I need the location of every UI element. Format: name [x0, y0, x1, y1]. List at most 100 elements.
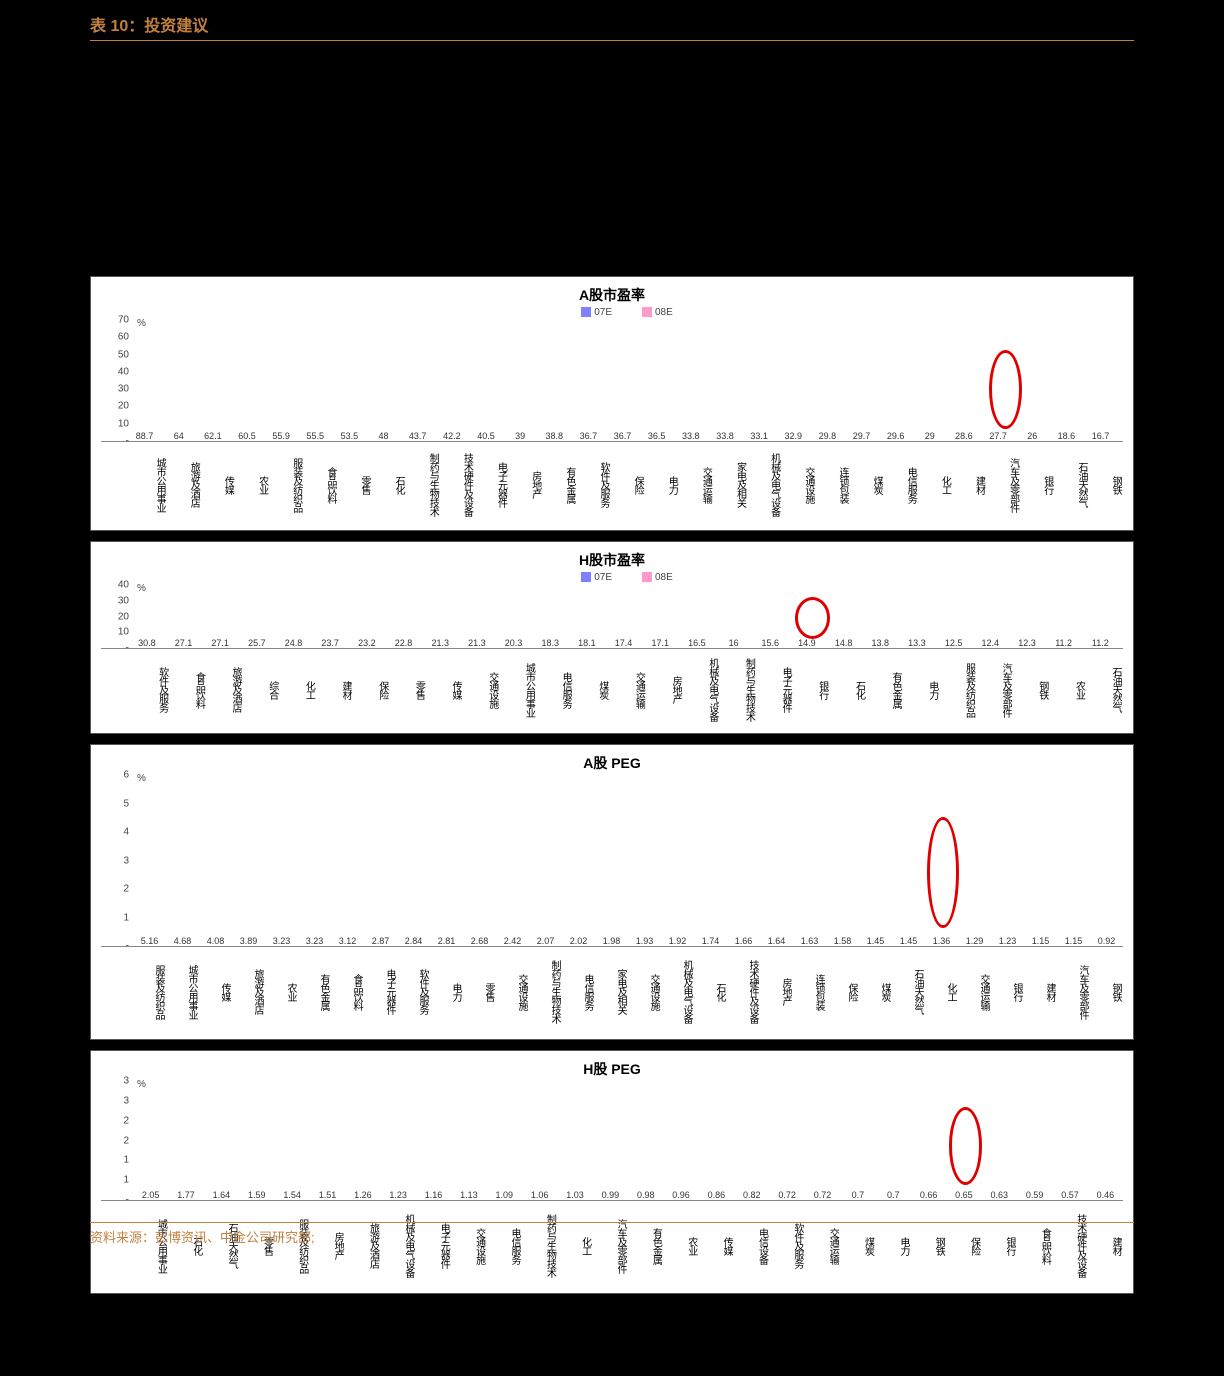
bar-value-label: 1.36 [933, 936, 951, 946]
y-tick: - [126, 436, 129, 447]
x-label: 旅游及酒店 [232, 947, 265, 1033]
bar-value-label: 20.3 [505, 638, 523, 648]
y-tick: 20 [118, 401, 129, 412]
unit-label: % [137, 773, 146, 784]
bar-value-label: 1.03 [566, 1190, 584, 1200]
y-tick: 3 [123, 855, 129, 866]
bar-value-label: 38.8 [545, 431, 563, 441]
y-tick: 3 [123, 1076, 129, 1087]
bar-value-label: 60.5 [238, 431, 256, 441]
x-label: 钢铁 [1013, 649, 1050, 727]
x-label: 有色金属 [866, 649, 903, 727]
bar-value-label: 1.64 [213, 1190, 231, 1200]
legend-swatch-07e [581, 572, 591, 582]
bar-value-label: 29.6 [887, 431, 905, 441]
plot-area: %-1020304050607088.76462.160.555.955.553… [101, 320, 1123, 442]
x-label: 交通设施 [782, 442, 816, 524]
x-label: 服装及纺织品 [270, 442, 304, 524]
bar-value-label: 17.4 [615, 638, 633, 648]
x-label: 银行 [991, 947, 1024, 1033]
bar-value-label: 1.77 [177, 1190, 195, 1200]
bar-value-label: 1.92 [669, 936, 687, 946]
x-label: 钢铁 [1089, 442, 1123, 524]
bar-value-label: 1.63 [801, 936, 819, 946]
bar-value-label: 14.9 [798, 638, 816, 648]
bar-value-label: 29.8 [819, 431, 837, 441]
bar-value-label: 27.1 [211, 638, 229, 648]
bar-value-label: 36.7 [580, 431, 598, 441]
x-label: 零售 [463, 947, 496, 1033]
x-label: 房地产 [646, 649, 683, 727]
legend-label-08e: 08E [655, 572, 673, 583]
bar-value-label: 1.16 [425, 1190, 443, 1200]
bar-value-label: 23.2 [358, 638, 376, 648]
bar-value-label: 0.7 [852, 1190, 865, 1200]
legend-label-07e: 07E [594, 307, 612, 318]
bar-value-label: 5.16 [141, 936, 159, 946]
bar-value-label: 3.89 [240, 936, 258, 946]
x-label: 银行 [1021, 442, 1055, 524]
legend-swatch-08e [642, 307, 652, 317]
bar-value-label: 21.3 [468, 638, 486, 648]
bar-value-label: 1.23 [999, 936, 1017, 946]
bar-value-label: 1.59 [248, 1190, 266, 1200]
bar-value-label: 32.9 [784, 431, 802, 441]
legend-label-07e: 07E [594, 572, 612, 583]
charts-container: A股市盈率07E08E%-1020304050607088.76462.160.… [90, 276, 1134, 1304]
bar-value-label: 1.58 [834, 936, 852, 946]
bar-value-label: 1.66 [735, 936, 753, 946]
x-label: 旅游及酒店 [206, 649, 243, 727]
x-label: 传媒 [426, 649, 463, 727]
bar-value-label: 1.29 [966, 936, 984, 946]
legend-label-08e: 08E [655, 307, 673, 318]
bar-value-label: 33.1 [750, 431, 768, 441]
x-label: 电力 [903, 649, 940, 727]
bar-value-label: 0.92 [1098, 936, 1116, 946]
x-label: 电子元器件 [474, 442, 508, 524]
bar-value-label: 1.15 [1065, 936, 1083, 946]
x-label: 石油天然气 [1086, 649, 1123, 727]
x-label: 建材 [316, 649, 353, 727]
bar-value-label: 18.3 [541, 638, 559, 648]
y-axis: -10203040 [101, 585, 131, 648]
bar-value-label: 0.7 [887, 1190, 900, 1200]
unit-label: % [137, 1079, 146, 1090]
x-label: 综合 [243, 649, 280, 727]
bar-value-label: 3.23 [306, 936, 324, 946]
bar-value-label: 12.4 [982, 638, 1000, 648]
plot-area: %-1234565.164.684.083.893.233.233.122.87… [101, 775, 1123, 947]
x-label: 交通运输 [958, 947, 991, 1033]
y-tick: 70 [118, 315, 129, 326]
x-label: 化工 [925, 947, 958, 1033]
table-header: 表 10：投资建议 [90, 12, 1134, 41]
source-text: 资料来源：彭博资讯、中金公司研究部; [90, 1227, 1134, 1246]
bar-value-label: 16.7 [1092, 431, 1110, 441]
bar-value-label: 0.98 [637, 1190, 655, 1200]
bar-value-label: 39 [515, 431, 525, 441]
bar-value-label: 27.7 [989, 431, 1007, 441]
y-tick: 50 [118, 349, 129, 360]
x-label: 交通设施 [463, 649, 500, 727]
x-label: 化工 [280, 649, 317, 727]
bar-value-label: 1.64 [768, 936, 786, 946]
y-tick: 2 [123, 884, 129, 895]
bar-value-label: 27.1 [175, 638, 193, 648]
x-label: 连锁包装 [816, 442, 850, 524]
x-label: 化工 [918, 442, 952, 524]
x-label: 交通设施 [496, 947, 529, 1033]
x-label: 电力 [645, 442, 679, 524]
bar-value-label: 23.7 [321, 638, 339, 648]
bar-value-label: 2.07 [537, 936, 555, 946]
y-tick: 4 [123, 827, 129, 838]
x-label: 汽车及零部件 [976, 649, 1013, 727]
x-label: 城市公用事业 [500, 649, 537, 727]
x-label: 汽车及零部件 [987, 442, 1021, 524]
x-label: 机械及电气设备 [748, 442, 782, 524]
y-tick: 5 [123, 798, 129, 809]
bar-value-label: 0.65 [955, 1190, 973, 1200]
x-axis: 软件及服务食品饮料旅游及酒店综合化工建材保险零售传媒交通设施城市公用事业电信服务… [101, 649, 1123, 727]
x-label: 建材 [952, 442, 986, 524]
x-label: 城市公用事业 [166, 947, 199, 1033]
bar-value-label: 28.6 [955, 431, 973, 441]
x-label: 传媒 [201, 442, 235, 524]
